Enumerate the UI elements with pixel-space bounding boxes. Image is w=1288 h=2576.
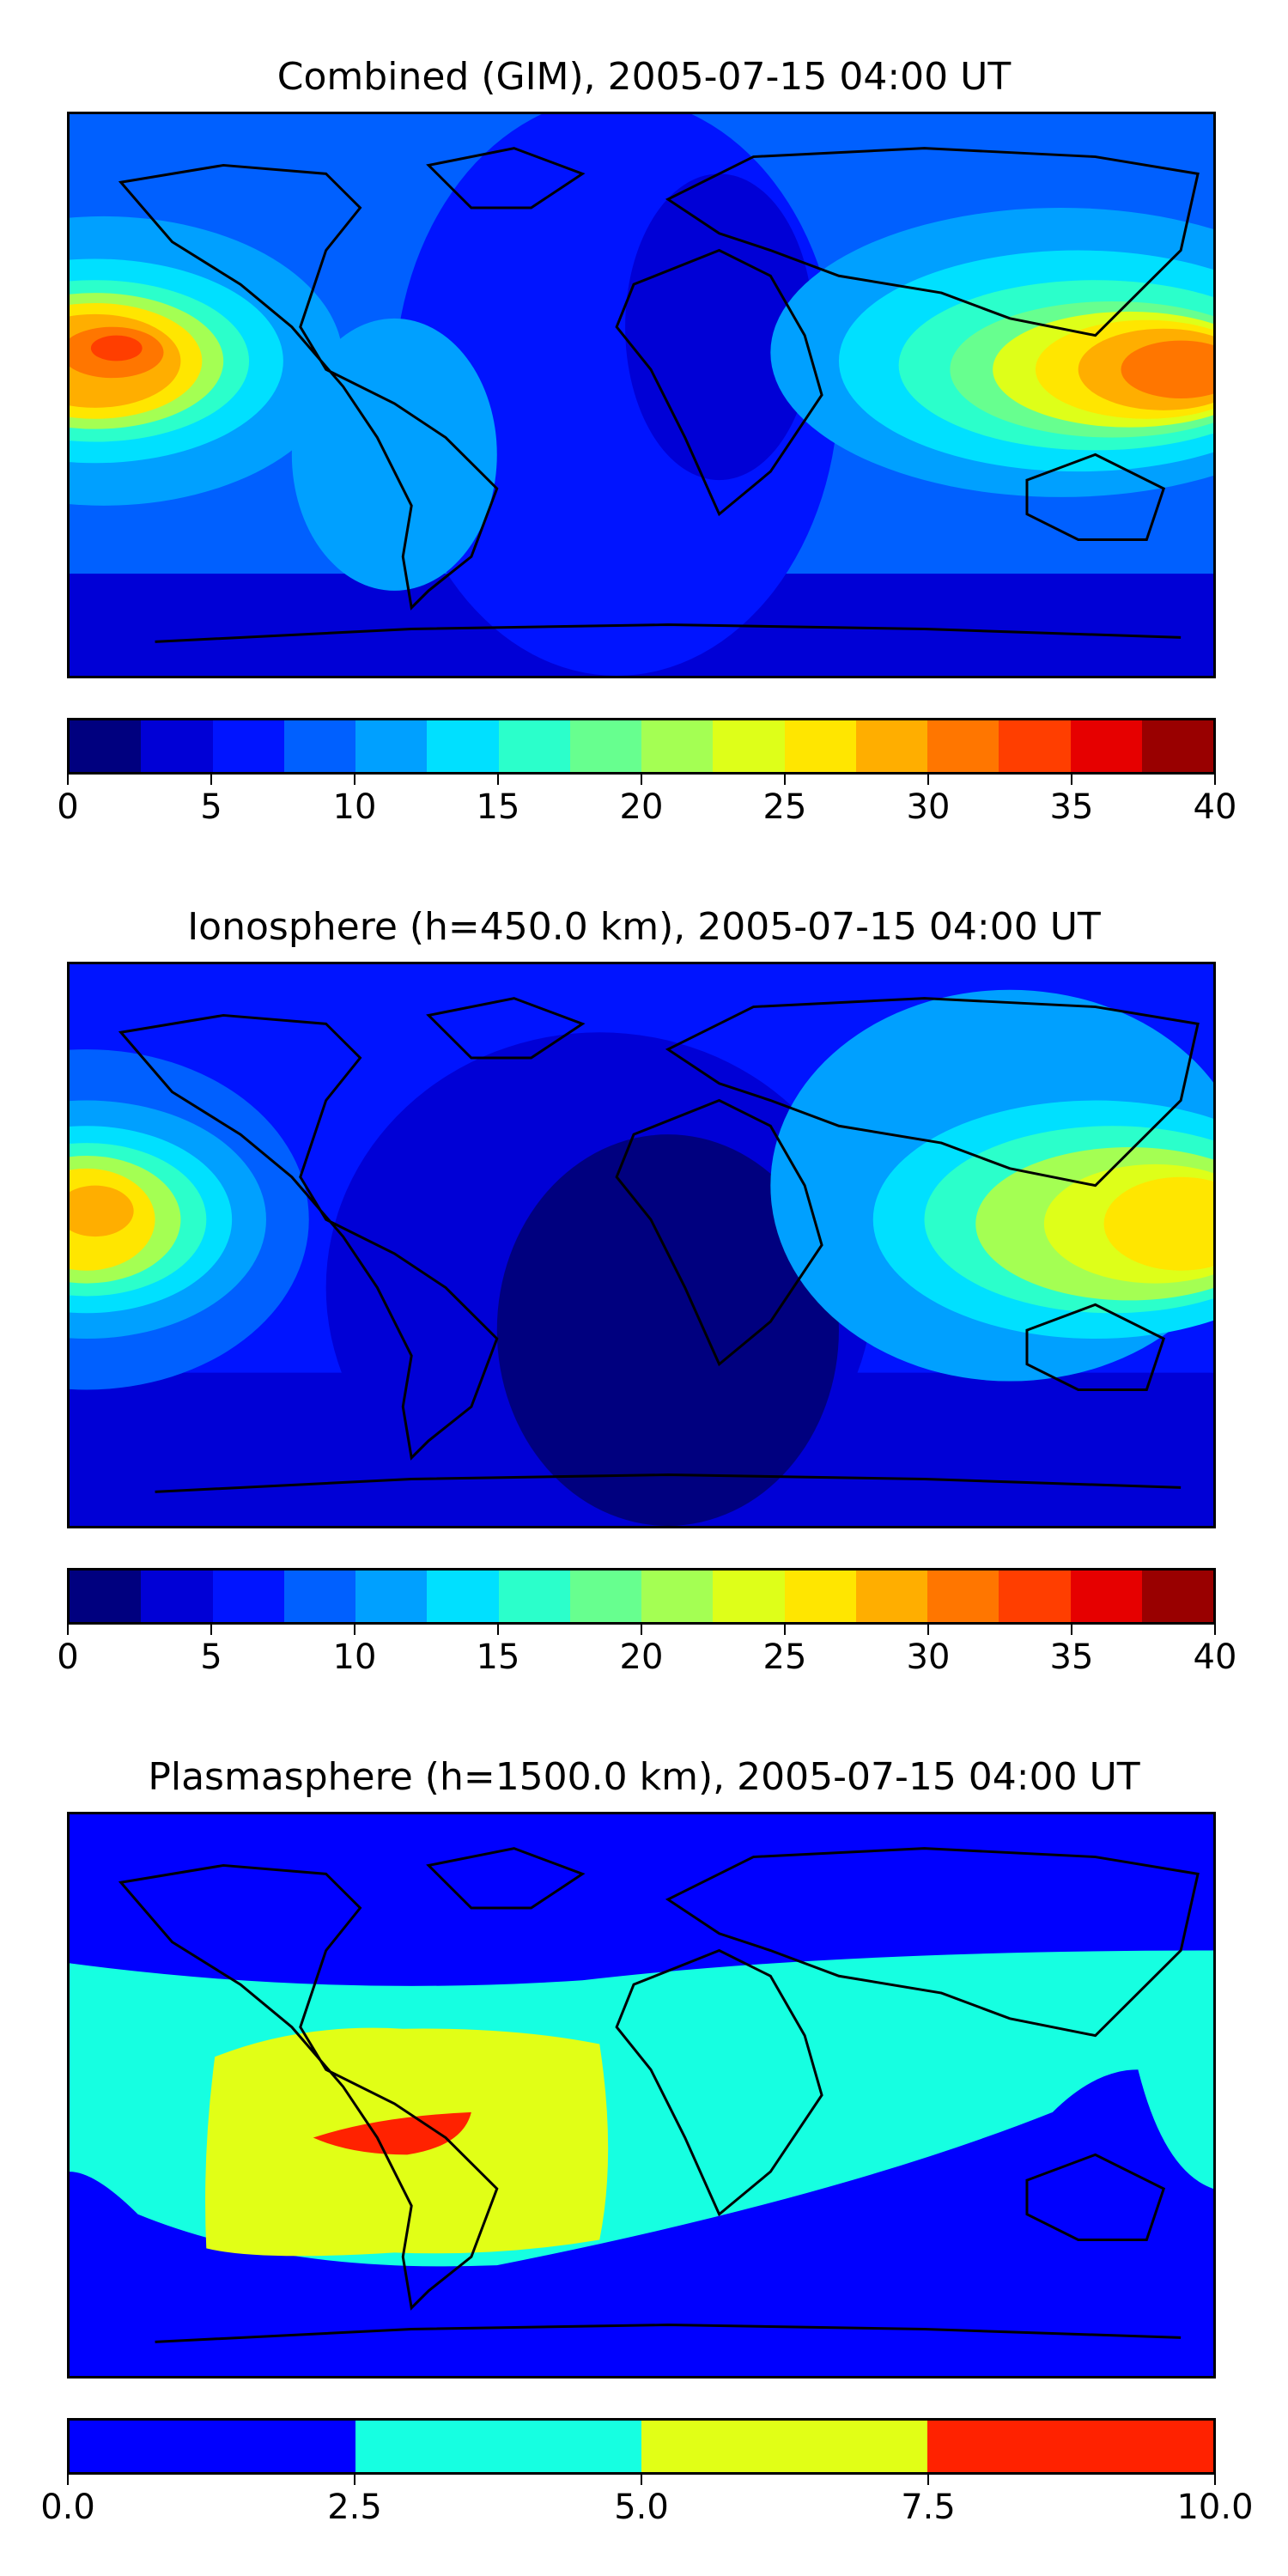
colorbar-tick-label: 5 bbox=[200, 1637, 222, 1677]
colorbar-ticks-combined: 0 5 10 15 20 25 30 35 40 bbox=[57, 775, 1236, 827]
colorbar-tick-label: 10 bbox=[332, 787, 377, 827]
colorbar-segment bbox=[70, 1571, 142, 1622]
colorbar-tick bbox=[641, 2475, 642, 2485]
colorbar-tick bbox=[354, 1625, 355, 1635]
colorbar-segment bbox=[927, 720, 999, 772]
colorbar-segment bbox=[355, 2421, 641, 2472]
map-plasmasphere bbox=[67, 1812, 1216, 2379]
colorbar-segment bbox=[569, 720, 641, 772]
colorbar-segment bbox=[855, 1571, 927, 1622]
colorbar-segment bbox=[283, 720, 355, 772]
colorbar-tick bbox=[784, 1625, 786, 1635]
colorbar-segment bbox=[784, 1571, 856, 1622]
colorbar-tick-label: 0 bbox=[57, 787, 79, 827]
colorbar-segment bbox=[427, 720, 499, 772]
colorbar-segment bbox=[355, 1571, 428, 1622]
colorbar-tick-label: 5.0 bbox=[614, 2488, 669, 2527]
map-ionosphere bbox=[67, 962, 1216, 1528]
colorbar-segment bbox=[569, 1571, 641, 1622]
colorbar-tick bbox=[1214, 2475, 1216, 2485]
colorbar-tick bbox=[927, 775, 929, 785]
colorbar-tick bbox=[67, 2475, 69, 2485]
colorbar-ticks-ionosphere: 0 5 10 15 20 25 30 35 40 bbox=[57, 1625, 1236, 1677]
colorbar-tick-label: 15 bbox=[476, 1637, 520, 1677]
colorbar-tick-label: 15 bbox=[476, 787, 520, 827]
colorbar-segment bbox=[141, 1571, 213, 1622]
colorbar-tick-label: 40 bbox=[1193, 787, 1237, 827]
colorbar-tick bbox=[210, 775, 212, 785]
colorbar-combined bbox=[67, 718, 1216, 775]
colorbar-segment bbox=[641, 2421, 927, 2472]
panel-title-ionosphere: Ionosphere (h=450.0 km), 2005-07-15 04:0… bbox=[187, 905, 1101, 949]
colorbar-tick-label: 30 bbox=[906, 1637, 951, 1677]
panel-title-combined: Combined (GIM), 2005-07-15 04:00 UT bbox=[276, 55, 1012, 99]
colorbar-segment bbox=[1141, 1571, 1213, 1622]
colorbar-tick-label: 25 bbox=[762, 787, 807, 827]
colorbar-ticks-plasmasphere: 0.0 2.5 5.0 7.5 10.0 bbox=[40, 2475, 1254, 2527]
colorbar-tick bbox=[784, 775, 786, 785]
colorbar-tick-label: 35 bbox=[1049, 1637, 1094, 1677]
colorbar-tick bbox=[497, 775, 499, 785]
colorbar-tick bbox=[1214, 1625, 1216, 1635]
colorbar-tick bbox=[927, 2475, 929, 2485]
colorbar-segment bbox=[427, 1571, 499, 1622]
colorbar-tick-label: 0 bbox=[57, 1637, 79, 1677]
colorbar-tick-label: 5 bbox=[200, 787, 222, 827]
colorbar-tick-label: 10 bbox=[332, 1637, 377, 1677]
colorbar-segment bbox=[713, 1571, 785, 1622]
colorbar-segment bbox=[999, 720, 1071, 772]
colorbar-segment bbox=[927, 2421, 1213, 2472]
colorbar-tick-label: 25 bbox=[762, 1637, 807, 1677]
colorbar-tick bbox=[67, 775, 69, 785]
colorbar-segment bbox=[212, 720, 284, 772]
colorbar-segment bbox=[283, 1571, 355, 1622]
colorbar-tick bbox=[354, 775, 355, 785]
colorbar-segment bbox=[1070, 1571, 1142, 1622]
colorbar-segment bbox=[355, 720, 428, 772]
colorbar-tick-label: 35 bbox=[1049, 787, 1094, 827]
colorbar-segment bbox=[141, 720, 213, 772]
colorbar-segment bbox=[641, 720, 714, 772]
colorbar-segment bbox=[70, 720, 142, 772]
colorbar-tick bbox=[354, 2475, 355, 2485]
colorbar-ionosphere bbox=[67, 1568, 1216, 1625]
colorbar-tick-label: 30 bbox=[906, 787, 951, 827]
colorbar-segment bbox=[70, 2421, 355, 2472]
map-combined bbox=[67, 112, 1216, 678]
colorbar-tick bbox=[1071, 1625, 1072, 1635]
colorbar-tick-label: 20 bbox=[619, 1637, 664, 1677]
colorbar-segment bbox=[498, 1571, 570, 1622]
colorbar-segment bbox=[641, 1571, 714, 1622]
colorbar-tick bbox=[1071, 775, 1072, 785]
colorbar-segment bbox=[927, 1571, 999, 1622]
colorbar-plasmasphere bbox=[67, 2418, 1216, 2475]
colorbar-tick-label: 7.5 bbox=[901, 2488, 956, 2527]
colorbar-segment bbox=[1141, 720, 1213, 772]
colorbar-segment bbox=[498, 720, 570, 772]
colorbar-tick bbox=[210, 1625, 212, 1635]
colorbar-tick-label: 2.5 bbox=[327, 2488, 382, 2527]
panel-title-plasmasphere: Plasmasphere (h=1500.0 km), 2005-07-15 0… bbox=[148, 1755, 1140, 1799]
colorbar-tick bbox=[641, 1625, 642, 1635]
colorbar-tick-label: 10.0 bbox=[1176, 2488, 1254, 2527]
colorbar-tick bbox=[927, 1625, 929, 1635]
colorbar-tick bbox=[67, 1625, 69, 1635]
colorbar-segment bbox=[713, 720, 785, 772]
colorbar-segment bbox=[212, 1571, 284, 1622]
colorbar-tick-label: 0.0 bbox=[40, 2488, 95, 2527]
colorbar-segment bbox=[999, 1571, 1071, 1622]
colorbar-tick bbox=[497, 1625, 499, 1635]
colorbar-segment bbox=[784, 720, 856, 772]
colorbar-segment bbox=[1070, 720, 1142, 772]
colorbar-tick-label: 20 bbox=[619, 787, 664, 827]
colorbar-tick-label: 40 bbox=[1193, 1637, 1237, 1677]
colorbar-segment bbox=[855, 720, 927, 772]
colorbar-tick bbox=[1214, 775, 1216, 785]
colorbar-tick bbox=[641, 775, 642, 785]
